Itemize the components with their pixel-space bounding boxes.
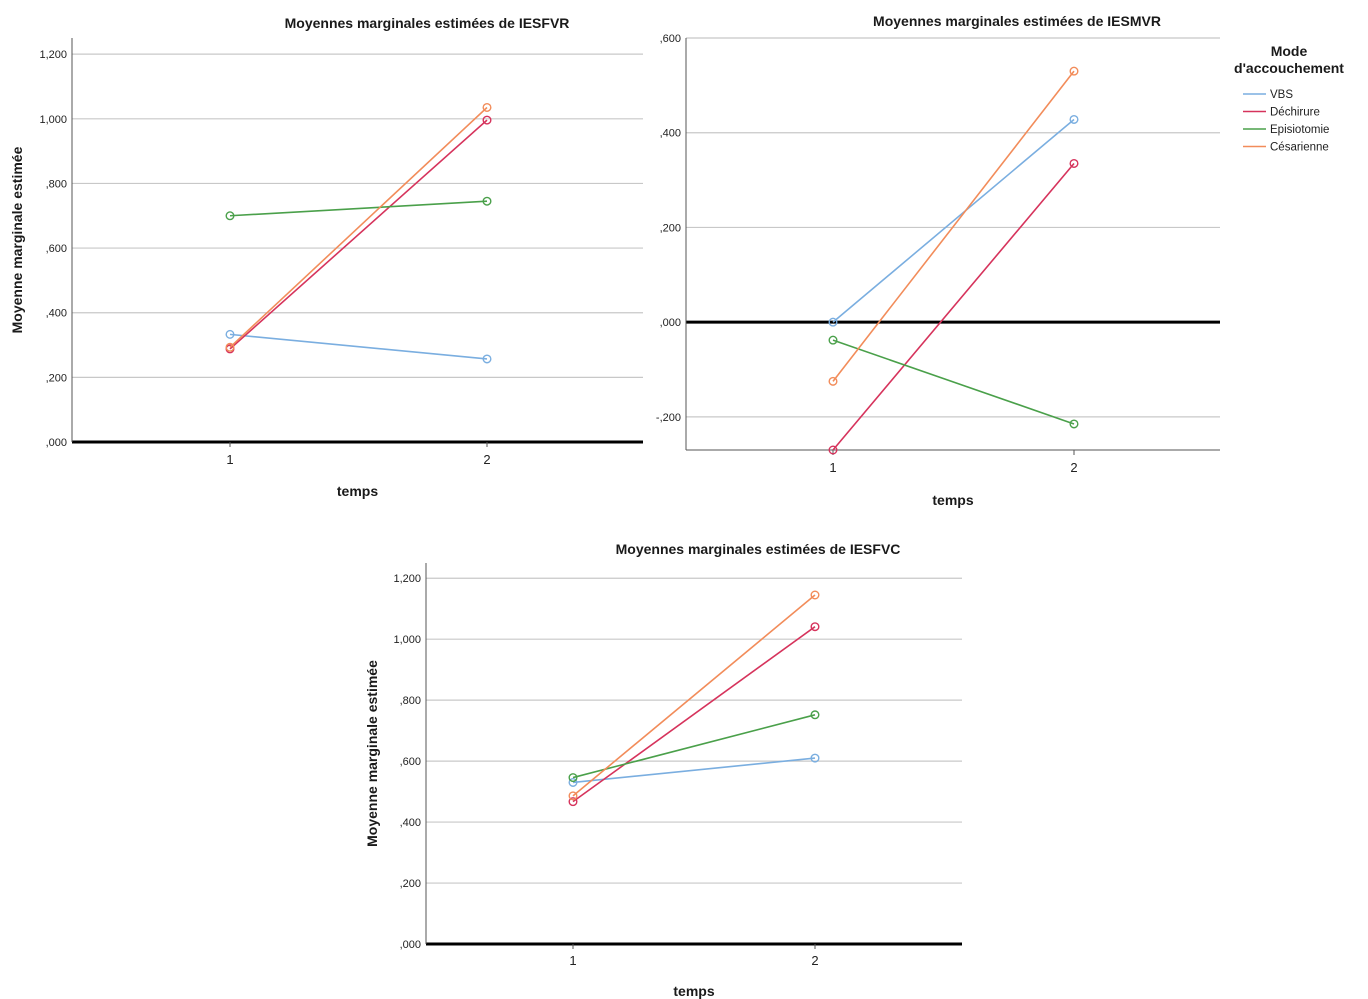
y-axis-title: Moyenne marginale estimée — [364, 660, 380, 847]
series-line — [572, 594, 816, 797]
data-point — [1069, 114, 1079, 124]
data-point — [225, 329, 235, 339]
x-axis-title: temps — [673, 983, 714, 999]
data-point — [568, 773, 578, 783]
x-tick-label: 1 — [829, 460, 836, 475]
data-point — [810, 753, 820, 763]
series-episiotomie — [225, 196, 492, 221]
data-point — [1069, 66, 1079, 76]
x-axis-title: temps — [337, 483, 378, 499]
y-tick-label: ,200 — [660, 222, 681, 234]
data-point — [482, 102, 492, 112]
y-tick-label: ,000 — [400, 939, 421, 951]
series-episiotomie — [828, 335, 1079, 429]
data-point — [828, 445, 838, 455]
x-tick-label: 2 — [811, 953, 818, 968]
series-line — [832, 70, 1075, 382]
data-point — [225, 211, 235, 221]
series-line — [832, 118, 1075, 323]
legend-entry-label: Césarienne — [1270, 142, 1329, 154]
chart-1: Moyennes marginales estimées de IESFVR ,0… — [9, 15, 643, 499]
y-tick-label: ,800 — [400, 695, 421, 707]
data-point — [568, 797, 578, 807]
chart-title: Moyennes marginales estimées de IESMVR — [873, 13, 1161, 29]
series-episiotomie — [568, 710, 820, 783]
legend-entry-label: Déchirure — [1270, 107, 1320, 119]
series-line — [572, 714, 816, 779]
y-tick-label: ,600 — [660, 33, 681, 45]
series-line — [229, 333, 488, 360]
series-line — [572, 757, 816, 784]
series-dechirure — [828, 158, 1079, 455]
data-point — [810, 710, 820, 720]
legend-entry-label: VBS — [1270, 89, 1293, 101]
y-axis-title: Moyenne marginale estimée — [9, 146, 25, 333]
y-tick-label: 1,200 — [393, 573, 421, 585]
legend-title-line2: d'accouchement — [1234, 60, 1344, 76]
data-point — [568, 777, 578, 787]
series-dechirure — [225, 115, 492, 354]
y-tick-label: ,600 — [46, 243, 67, 255]
chart-3: Moyennes marginales estimées de IESFVC ,0… — [364, 541, 962, 999]
series-line — [832, 339, 1075, 425]
y-tick-label: 1,000 — [39, 114, 67, 126]
data-point — [568, 791, 578, 801]
chart-2: Moyennes marginales estimées de IESMVR -,… — [656, 13, 1220, 508]
y-tick-label: ,800 — [46, 178, 67, 190]
legend-entry-label: Episiotomie — [1270, 124, 1329, 136]
series-line — [832, 162, 1075, 451]
y-tick-label: ,000 — [46, 437, 67, 449]
data-point — [482, 354, 492, 364]
y-tick-label: 1,000 — [393, 634, 421, 646]
data-point — [828, 335, 838, 345]
y-tick-label: ,200 — [400, 878, 421, 890]
data-point — [810, 590, 820, 600]
data-point — [482, 196, 492, 206]
x-axis-title: temps — [932, 492, 973, 508]
series-vbs — [225, 329, 492, 364]
data-point — [1069, 158, 1079, 168]
series-dechirure — [568, 622, 820, 807]
x-tick-label: 2 — [483, 452, 490, 467]
chart-title: Moyennes marginales estimées de IESFVR — [285, 15, 570, 31]
series-cesarienne — [568, 590, 820, 801]
series-cesarienne — [828, 66, 1079, 386]
data-point — [828, 376, 838, 386]
series-cesarienne — [225, 102, 492, 352]
x-tick-label: 2 — [1070, 460, 1077, 475]
chart-title: Moyennes marginales estimées de IESFVC — [616, 541, 901, 557]
series-line — [229, 119, 488, 350]
series-line — [229, 106, 488, 348]
data-point — [810, 622, 820, 632]
y-tick-label: 1,200 — [39, 49, 67, 61]
y-tick-label: ,400 — [660, 128, 681, 140]
series-line — [572, 626, 816, 803]
legend-title-line1: Mode — [1271, 43, 1308, 59]
legend: Mode d'accouchement VBS Déchirure Episioto… — [1234, 43, 1344, 154]
data-point — [1069, 419, 1079, 429]
series-line — [229, 200, 488, 217]
y-tick-label: ,000 — [660, 317, 681, 329]
y-tick-label: ,400 — [46, 308, 67, 320]
x-tick-label: 1 — [226, 452, 233, 467]
y-tick-label: ,200 — [46, 372, 67, 384]
y-tick-label: -,200 — [656, 412, 681, 424]
y-tick-label: ,400 — [400, 817, 421, 829]
y-tick-label: ,600 — [400, 756, 421, 768]
series-vbs — [828, 114, 1079, 327]
series-vbs — [568, 753, 820, 787]
x-tick-label: 1 — [569, 953, 576, 968]
data-point — [482, 115, 492, 125]
data-point — [225, 342, 235, 352]
data-point — [828, 317, 838, 327]
